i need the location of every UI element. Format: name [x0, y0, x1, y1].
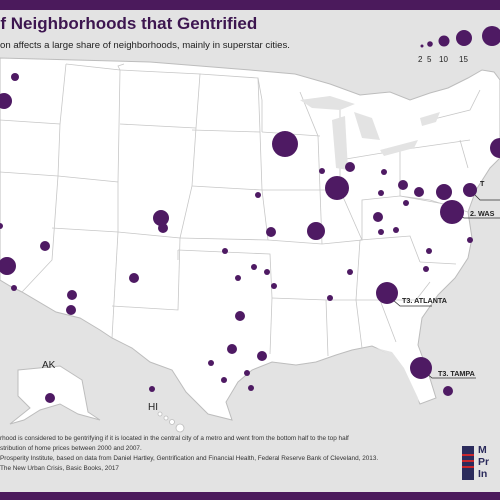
legend-circle-2	[420, 44, 424, 48]
metro-circle	[327, 295, 333, 301]
metro-circle	[414, 187, 424, 197]
metro-circle	[0, 257, 16, 275]
metro-circle	[235, 311, 245, 321]
alaska-inset	[9, 365, 101, 425]
legend-label-5: 5	[427, 55, 432, 64]
metro-circle	[325, 176, 349, 200]
metro-circle	[378, 229, 384, 235]
metro-circle	[436, 184, 452, 200]
metro-circle	[227, 344, 237, 354]
metro-circle	[40, 241, 50, 251]
metro-circle	[257, 351, 267, 361]
logo-mark	[462, 446, 474, 480]
gulf-water	[376, 348, 420, 410]
alaska-label: AK	[42, 360, 56, 371]
metro-circle	[266, 227, 276, 237]
metro-circle	[272, 131, 298, 157]
footnote-line: Prosperity Institute, based on data from…	[0, 455, 379, 462]
metro-circle	[467, 237, 473, 243]
metro-circle	[347, 269, 353, 275]
metro-circle	[129, 273, 139, 283]
metro-circle	[426, 248, 432, 254]
metro-circle	[376, 282, 398, 304]
metro-circle	[255, 192, 261, 198]
footnote-line: The New Urban Crisis, Basic Books, 2017	[0, 465, 119, 472]
legend-circle-10	[438, 35, 450, 47]
callout-t1: T	[480, 179, 485, 188]
footnote: rhood is considered to be gentrifying if…	[0, 434, 450, 474]
metro-circle	[490, 138, 500, 158]
metro-circle	[264, 269, 270, 275]
legend-circle-5	[427, 41, 433, 47]
legend-label-15: 15	[459, 55, 468, 64]
metro-circle	[403, 200, 409, 206]
institute-logo: M Pr In	[462, 444, 500, 484]
metro-circle	[0, 93, 12, 109]
hawaii-inset	[157, 411, 185, 433]
metro-circle	[208, 360, 214, 366]
metro-circle	[410, 357, 432, 379]
top-accent-bar	[0, 0, 500, 10]
metro-circle	[45, 393, 55, 403]
metro-circle	[153, 210, 169, 226]
map-title: of Neighborhoods that Gentrified	[0, 14, 258, 33]
metro-circle	[398, 180, 408, 190]
metro-circle	[67, 290, 77, 300]
legend-circle-15	[456, 30, 472, 46]
footnote-line: rhood is considered to be gentrifying if…	[0, 435, 349, 442]
metro-circle	[149, 386, 155, 392]
legend-label-10: 10	[439, 55, 448, 64]
metro-circle	[221, 377, 227, 383]
metro-circle	[378, 190, 384, 196]
metro-circle	[443, 386, 453, 396]
callout-washington: 2. WAS	[470, 209, 495, 218]
map-subtitle: on affects a large share of neighborhood…	[0, 40, 290, 51]
metro-circle	[158, 223, 168, 233]
size-legend: 2 5 10 15	[418, 26, 500, 64]
metro-circle	[463, 183, 477, 197]
metro-circle	[381, 169, 387, 175]
metro-circle	[0, 223, 3, 229]
metro-circle	[235, 275, 241, 281]
metro-circle	[251, 264, 257, 270]
metro-circle	[373, 212, 383, 222]
metro-circle	[271, 283, 277, 289]
great-lakes	[300, 96, 440, 170]
legend-circle-20	[482, 26, 500, 46]
metro-circle	[423, 266, 429, 272]
logo-line: In	[478, 468, 488, 480]
metro-circle	[244, 370, 250, 376]
logo-line: M	[478, 444, 487, 456]
callout-tampa: T3. TAMPA	[438, 369, 475, 378]
metro-circle	[307, 222, 325, 240]
metro-circle	[319, 168, 325, 174]
us-landmass	[0, 57, 500, 421]
metro-circle	[11, 73, 19, 81]
metro-circle	[66, 305, 76, 315]
metro-circle	[440, 200, 464, 224]
logo-line: Pr	[478, 456, 490, 468]
metro-circle	[393, 227, 399, 233]
legend-label-2: 2	[418, 55, 423, 64]
callout-atlanta: T3. ATLANTA	[402, 296, 447, 305]
metro-circle	[222, 248, 228, 254]
metro-circle	[345, 162, 355, 172]
bottom-accent-bar	[0, 492, 500, 500]
footnote-line: stribution of home prices between 2000 a…	[0, 445, 142, 452]
metro-circle	[11, 285, 17, 291]
hawaii-label: HI	[148, 402, 158, 413]
gentrification-circles	[0, 73, 500, 403]
metro-circle	[248, 385, 254, 391]
